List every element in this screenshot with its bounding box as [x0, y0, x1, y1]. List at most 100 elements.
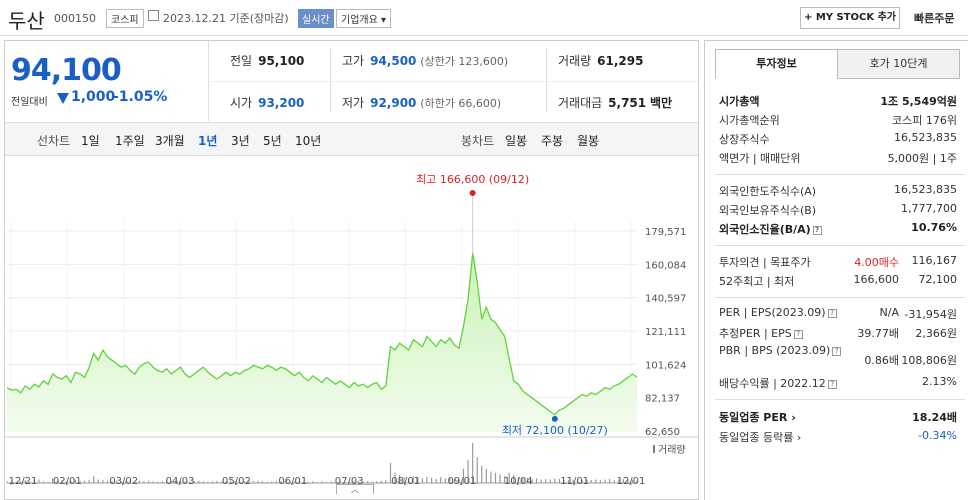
volume-bar: [184, 481, 186, 483]
volume-bar: [367, 481, 369, 483]
x-tick-label: 03/02: [109, 476, 138, 485]
volume-bar: [42, 481, 45, 483]
volume-bar: [280, 481, 282, 483]
volume-bar: [453, 479, 455, 483]
market-badge: 코스피: [106, 9, 144, 28]
volume-bar: [70, 480, 72, 483]
min-label: 최저 72,100 (10/27): [502, 424, 608, 437]
volume-bar: [147, 480, 150, 483]
chart-period-tabs: 선차트 1일 1주일 3개월 1년 3년 5년 10년 봉차트 일봉 주봉 월봉: [5, 122, 698, 156]
add-my-stock-button[interactable]: + MY STOCK 추가: [800, 7, 900, 29]
y-tick-label: 82,137: [645, 394, 680, 405]
tab-5y[interactable]: 5년: [263, 134, 282, 148]
volume-bar: [595, 479, 597, 483]
volume-bar: [604, 479, 606, 483]
volume-bar: [84, 480, 86, 483]
help-icon[interactable]: ?: [827, 308, 837, 318]
volume-bar: [458, 478, 460, 483]
help-icon[interactable]: ?: [793, 329, 803, 339]
y-tick-label: 62,650: [645, 427, 680, 438]
face-value-row: 액면가 | 매매단위 5,000원 | 1주: [719, 152, 957, 165]
corp-info-dropdown[interactable]: 기업개요 ▾: [336, 9, 391, 28]
line-chart-label: 선차트: [37, 134, 71, 148]
volume-bar: [102, 480, 104, 483]
volume-bar: [554, 478, 556, 483]
volume-bar: [303, 481, 305, 483]
volume-bar: [52, 478, 54, 483]
volume-bar: [399, 475, 401, 483]
volume-bar: [348, 481, 350, 483]
current-price-box: 94,100 전일대비 1,000 -1.05%: [5, 41, 209, 121]
volume-bar: [394, 472, 396, 483]
volume-bar: [47, 481, 49, 483]
help-icon[interactable]: ?: [827, 379, 837, 389]
tab-monthly[interactable]: 월봉: [577, 134, 600, 148]
high-price: 고가 94,500 (상한가 123,600): [342, 54, 509, 68]
tab-order-book[interactable]: 호가 10단계: [837, 49, 960, 79]
help-icon[interactable]: ?: [812, 225, 822, 235]
volume-bar: [462, 468, 465, 483]
volume-bar: [412, 476, 414, 483]
volume-bar: [321, 481, 323, 483]
collapse-chart-button[interactable]: ︿: [336, 484, 374, 494]
info-tabs: 투자정보 호가 10단계: [715, 49, 961, 79]
realtime-button[interactable]: 실시간: [298, 9, 334, 28]
min-marker: [551, 415, 558, 422]
foreign-hold-row: 외국인보유주식수(B) 1,777,700: [719, 202, 957, 217]
volume-bar: [590, 480, 592, 483]
tab-investment-info[interactable]: 투자정보: [715, 49, 838, 79]
tab-1y[interactable]: 1년: [198, 134, 218, 148]
volume-bar: [430, 477, 433, 483]
volume-bar: [599, 480, 602, 483]
change-percent: -1.05%: [113, 89, 168, 105]
volume-bar: [6, 481, 8, 483]
volume-bar: [353, 480, 355, 483]
volume-bar: [179, 481, 182, 483]
market-cap-rank-row: 시가총액순위 코스피 176위: [719, 114, 957, 127]
tab-daily[interactable]: 일봉: [505, 134, 528, 148]
volume-bar: [618, 479, 620, 483]
price-chart-svg: 179,571 160,084 140,597 121,111 101,624 82,13…: [5, 173, 698, 485]
tab-1d[interactable]: 1일: [81, 134, 100, 148]
down-arrow-icon: [57, 93, 69, 104]
tab-weekly[interactable]: 주봉: [541, 134, 564, 148]
volume-bar: [444, 478, 446, 483]
max-label: 최고 166,600 (09/12): [416, 173, 529, 186]
volume-bar: [307, 481, 309, 483]
volume-bar: [526, 477, 529, 483]
volume-bar: [325, 481, 328, 483]
volume-bar: [435, 479, 437, 483]
tab-3y[interactable]: 3년: [231, 134, 250, 148]
volume-bar: [380, 480, 382, 483]
price-summary: 전일 95,100 고가 94,500 (상한가 123,600) 거래량 61,29…: [210, 41, 698, 121]
volume-bar: [129, 480, 131, 483]
low-price: 저가 92,900 (하한가 66,600): [342, 96, 502, 110]
y-tick-label: 179,571: [645, 227, 686, 238]
volume-bar: [20, 481, 22, 483]
market-cap-row: 시가총액 1조 5,549억원: [719, 95, 957, 108]
volume-bar: [627, 479, 629, 483]
tab-1w[interactable]: 1주일: [115, 134, 145, 148]
volume-bar: [61, 480, 63, 483]
volume-bar: [476, 457, 478, 483]
volume-bar: [125, 480, 127, 483]
volume-bar: [609, 479, 611, 483]
volume-bar: [93, 476, 95, 483]
investment-info-panel: 투자정보 호가 10단계 시가총액 1조 5,549억원 시가총액순위 코스피 17…: [704, 40, 968, 500]
volume-bar: [157, 481, 159, 483]
volume-bar: [494, 472, 497, 483]
tab-10y[interactable]: 10년: [295, 134, 322, 148]
help-icon[interactable]: ?: [832, 346, 842, 356]
info-divider: [715, 399, 965, 400]
volume-bar: [490, 471, 492, 483]
volume-bar: [252, 481, 255, 483]
quick-order-button[interactable]: 빠른주문: [914, 12, 955, 25]
volume-bar: [531, 479, 533, 483]
tab-3m[interactable]: 3개월: [155, 134, 185, 148]
volume-bar: [567, 480, 570, 483]
volume-bar: [248, 480, 250, 483]
volume-bar: [239, 481, 241, 483]
volume-bar: [371, 481, 373, 483]
summary-row-divider: [210, 81, 698, 82]
volume-bar: [138, 480, 140, 483]
